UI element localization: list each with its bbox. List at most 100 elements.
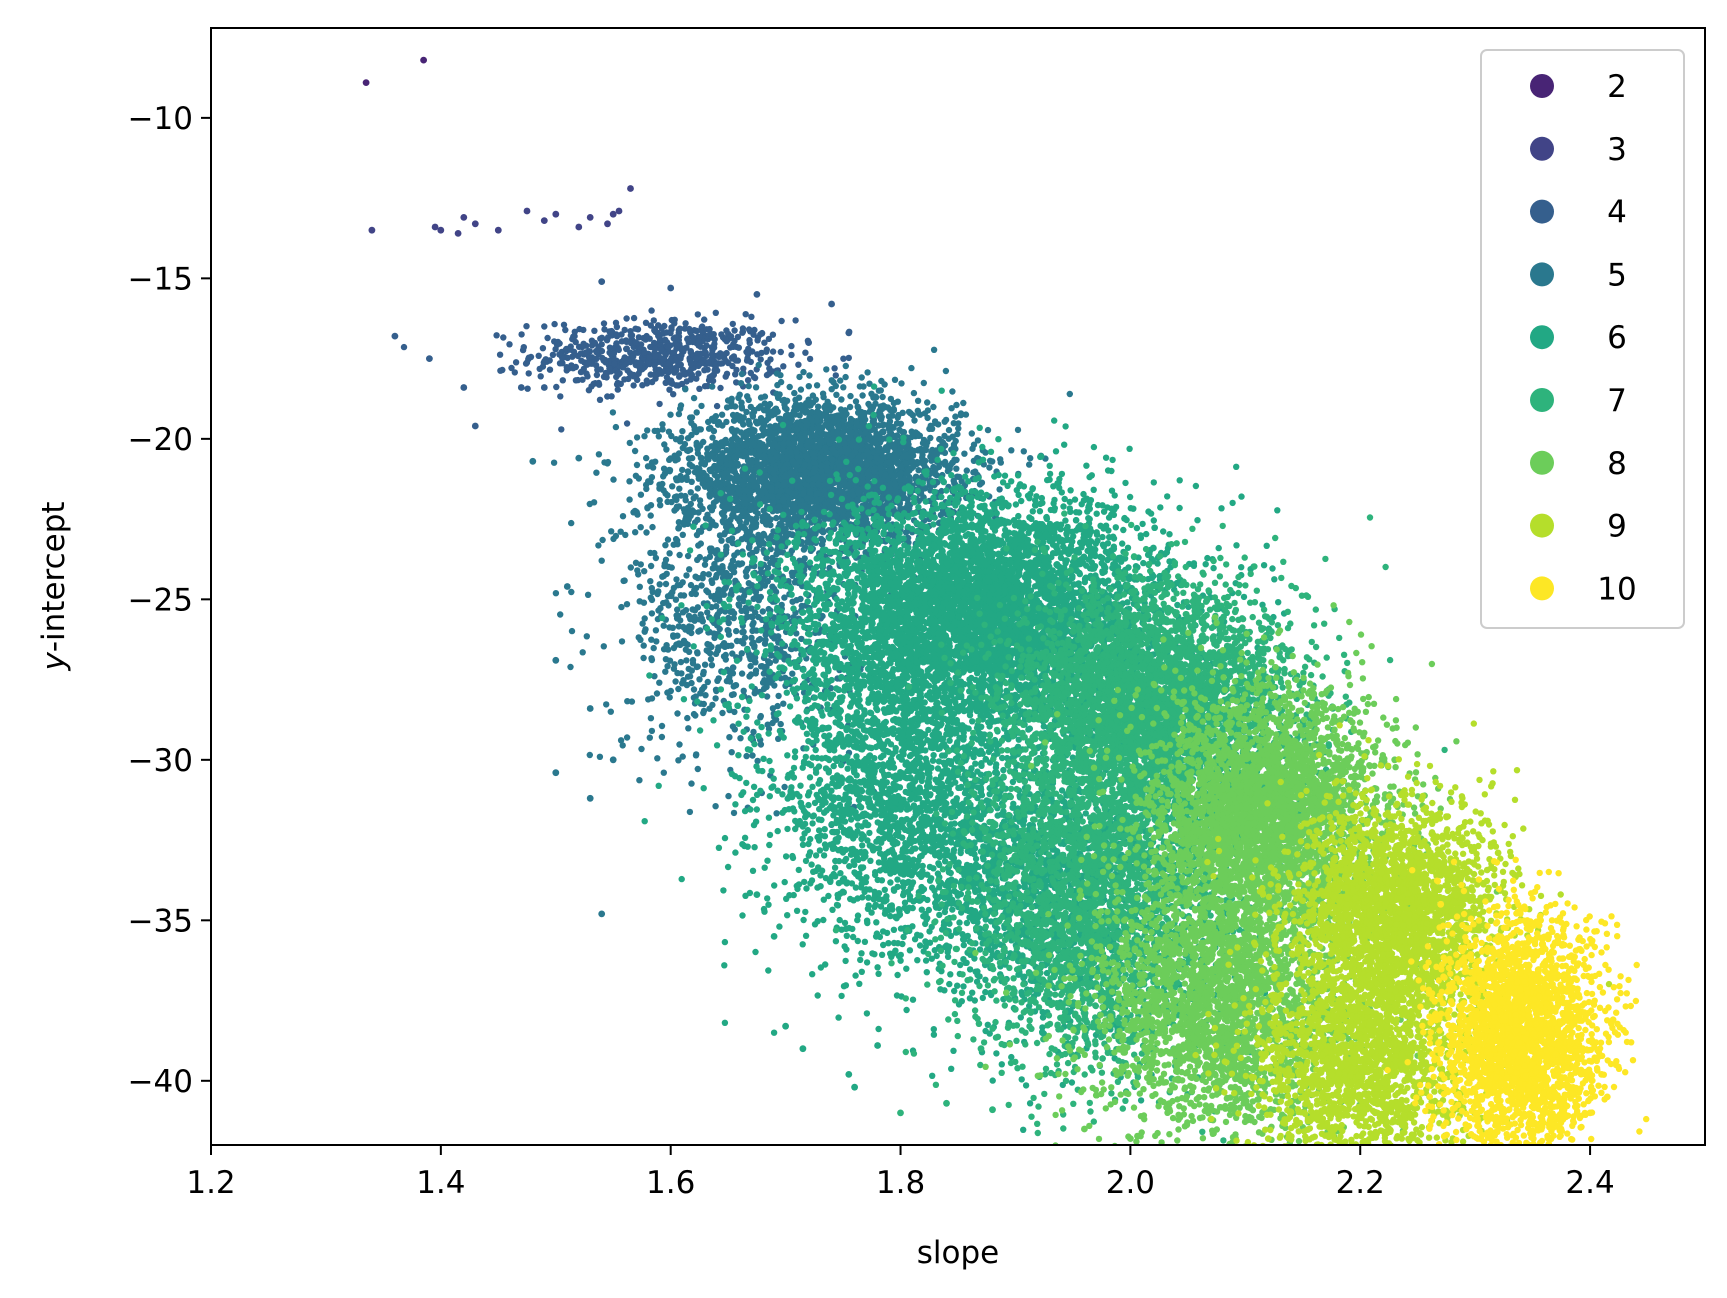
data-point [743, 408, 750, 416]
data-point [930, 346, 938, 353]
data-point [806, 355, 814, 363]
data-point [610, 535, 617, 543]
data-point [671, 507, 678, 514]
data-point [660, 646, 668, 653]
data-point [740, 687, 747, 694]
data-point [775, 415, 783, 422]
data-point [651, 371, 659, 378]
data-point [630, 353, 637, 360]
data-point [686, 566, 693, 573]
data-point [643, 332, 650, 340]
data-point [676, 551, 683, 559]
data-point [823, 366, 830, 373]
data-point [914, 407, 921, 414]
data-point [759, 679, 767, 686]
data-point [673, 612, 680, 619]
series-2 [362, 56, 427, 86]
data-point [847, 432, 854, 440]
data-point [496, 351, 504, 358]
data-point [760, 486, 767, 494]
data-point [893, 420, 901, 427]
data-point [711, 455, 719, 462]
data-point [600, 643, 607, 650]
data-point [647, 594, 654, 601]
data-point [670, 349, 677, 356]
data-point [776, 435, 783, 442]
data-point [845, 329, 853, 337]
data-point [750, 483, 758, 490]
data-point [963, 467, 970, 474]
data-point [660, 622, 667, 629]
data-point [690, 686, 698, 693]
data-point [690, 394, 698, 402]
data-point [681, 371, 689, 378]
data-point [675, 757, 682, 764]
data-point [737, 414, 745, 421]
data-point [707, 656, 715, 663]
data-point [651, 345, 659, 353]
data-point [757, 356, 764, 363]
data-point [633, 461, 641, 469]
data-point [797, 402, 805, 409]
data-point [552, 210, 560, 218]
data-point [865, 400, 872, 408]
data-point [752, 523, 759, 530]
data-point [776, 548, 783, 556]
data-point [803, 442, 811, 449]
data-point [845, 466, 853, 473]
data-point [754, 351, 761, 358]
data-point [832, 372, 839, 379]
data-point [792, 317, 799, 324]
data-point [648, 655, 655, 662]
data-point [743, 536, 750, 543]
data-point [551, 320, 558, 328]
data-point [677, 405, 684, 412]
data-point [740, 441, 747, 449]
data-point [626, 370, 634, 377]
data-point [604, 220, 611, 228]
data-point [609, 210, 617, 218]
points-layer [362, 56, 1650, 1145]
data-point [584, 591, 592, 598]
data-point [750, 472, 757, 479]
data-point [815, 443, 823, 451]
data-point [712, 574, 720, 581]
data-point [828, 377, 835, 384]
data-point [640, 654, 647, 662]
data-point [745, 326, 753, 333]
data-point [680, 623, 687, 631]
data-point [760, 507, 767, 514]
data-point [780, 465, 788, 472]
data-point [627, 185, 634, 192]
data-point [741, 448, 748, 456]
data-point [683, 378, 690, 385]
data-point [680, 592, 688, 599]
data-point [508, 364, 515, 372]
data-point [760, 685, 768, 693]
data-point [819, 390, 827, 397]
data-point [986, 464, 993, 471]
data-point [614, 369, 621, 377]
data-point [556, 351, 563, 358]
data-point [680, 506, 688, 513]
data-point [735, 486, 742, 493]
data-point [552, 656, 560, 664]
data-point [721, 531, 728, 538]
data-point [659, 573, 666, 580]
data-point [782, 472, 789, 480]
data-point [727, 442, 735, 449]
data-point [670, 584, 678, 592]
data-point [743, 752, 750, 760]
data-point [679, 531, 686, 538]
data-point [838, 396, 845, 403]
data-point [798, 602, 805, 610]
data-point [886, 459, 893, 466]
data-point [756, 635, 764, 643]
data-point [862, 416, 869, 423]
data-point [701, 316, 708, 323]
data-point [734, 503, 742, 510]
data-point [610, 476, 617, 483]
data-point [703, 473, 710, 480]
data-point [960, 399, 967, 407]
data-point [636, 777, 643, 784]
